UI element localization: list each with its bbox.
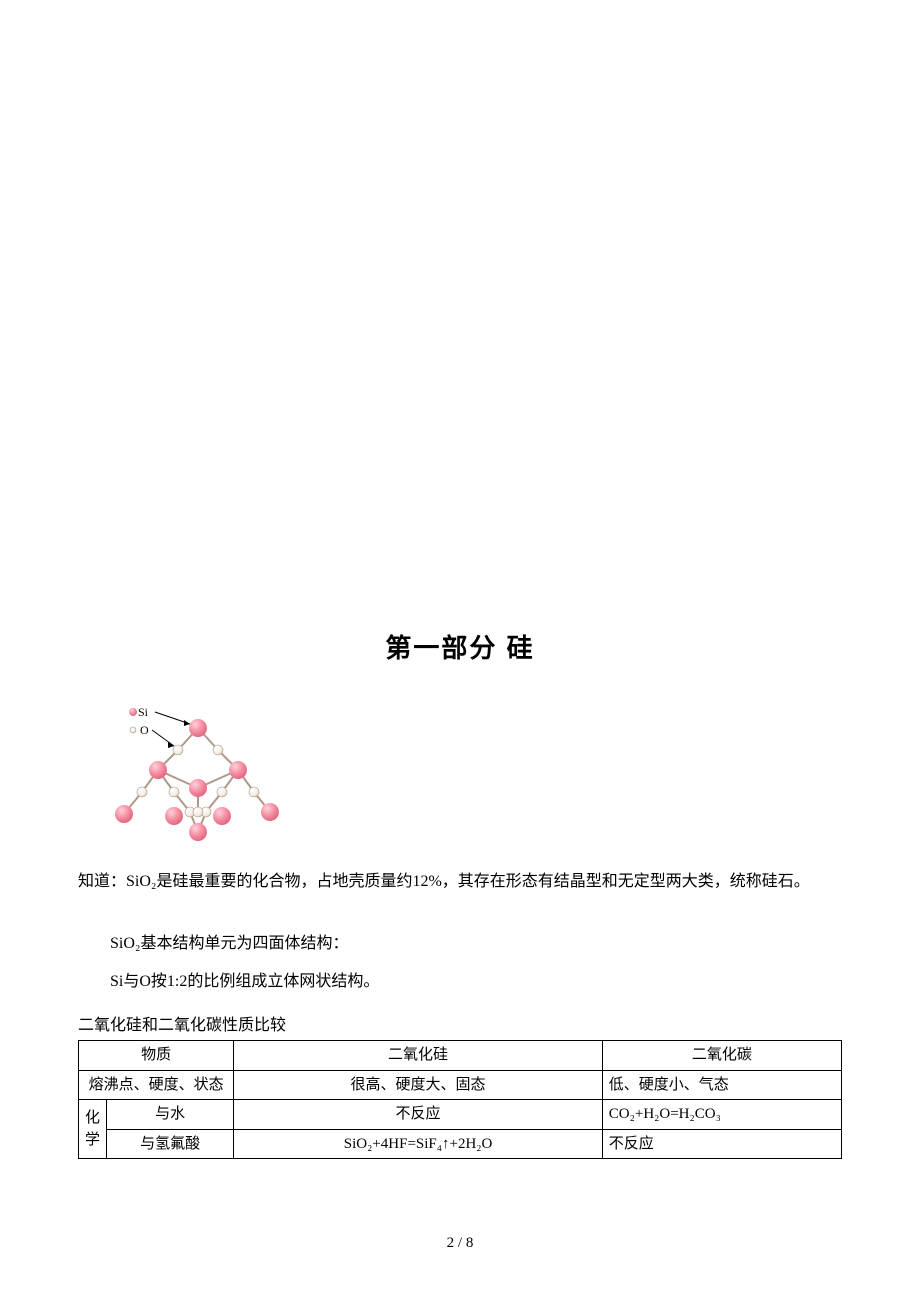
cell-prop-water: 与水 — [107, 1100, 234, 1130]
cell-sio2-hf: SiO₂+4HF=SiF₄↑+2H₂O — [234, 1129, 603, 1159]
cell-co2-water: CO₂+H₂O=H₂CO₃ — [602, 1100, 841, 1130]
section-title: 第一部分 硅 — [0, 628, 920, 665]
legend-o-label: O — [140, 723, 149, 737]
table-row: 化学 与水 不反应 CO₂+H₂O=H₂CO₃ — [79, 1100, 842, 1130]
th-substance: 物质 — [79, 1041, 234, 1071]
table-caption: 二氧化硅和二氧化碳性质比较 — [78, 1014, 842, 1039]
table-row: 熔沸点、硬度、状态 很高、硬度大、固态 低、硬度小、气态 — [79, 1070, 842, 1100]
table-row: 与氢氟酸 SiO₂+4HF=SiF₄↑+2H₂O 不反应 — [79, 1129, 842, 1159]
page: 第一部分 硅 — [0, 0, 920, 1300]
cell-sio2-mp: 很高、硬度大、固态 — [234, 1070, 603, 1100]
cell-co2-hf: 不反应 — [602, 1129, 841, 1159]
cell-prop-mp: 熔沸点、硬度、状态 — [79, 1070, 234, 1100]
table-row: 物质 二氧化硅 二氧化碳 — [79, 1041, 842, 1071]
cell-sio2-water: 不反应 — [234, 1100, 603, 1130]
paragraph-intro: 知道：SiO₂是硅最重要的化合物，占地壳质量约12%，其存在形态有结晶型和无定型… — [78, 870, 842, 895]
page-number: 2 / 8 — [0, 1235, 920, 1252]
cell-chem-label: 化学 — [79, 1100, 107, 1159]
si-atoms — [115, 719, 279, 841]
th-sio2: 二氧化硅 — [234, 1041, 603, 1071]
sio2-svg: Si O — [100, 700, 290, 850]
legend-si-label: Si — [138, 705, 149, 719]
sio2-structure-diagram: Si O — [100, 700, 290, 850]
paragraph-structure-unit: SiO₂基本结构单元为四面体结构： — [78, 932, 842, 957]
comparison-table: 物质 二氧化硅 二氧化碳 熔沸点、硬度、状态 很高、硬度大、固态 低、硬度小、气… — [78, 1040, 842, 1159]
cell-co2-mp: 低、硬度小、气态 — [602, 1070, 841, 1100]
paragraph-ratio: Si与O按1:2的比例组成立体网状结构。 — [78, 970, 842, 995]
legend: Si O — [129, 705, 190, 748]
cell-prop-hf: 与氢氟酸 — [107, 1129, 234, 1159]
th-co2: 二氧化碳 — [602, 1041, 841, 1071]
